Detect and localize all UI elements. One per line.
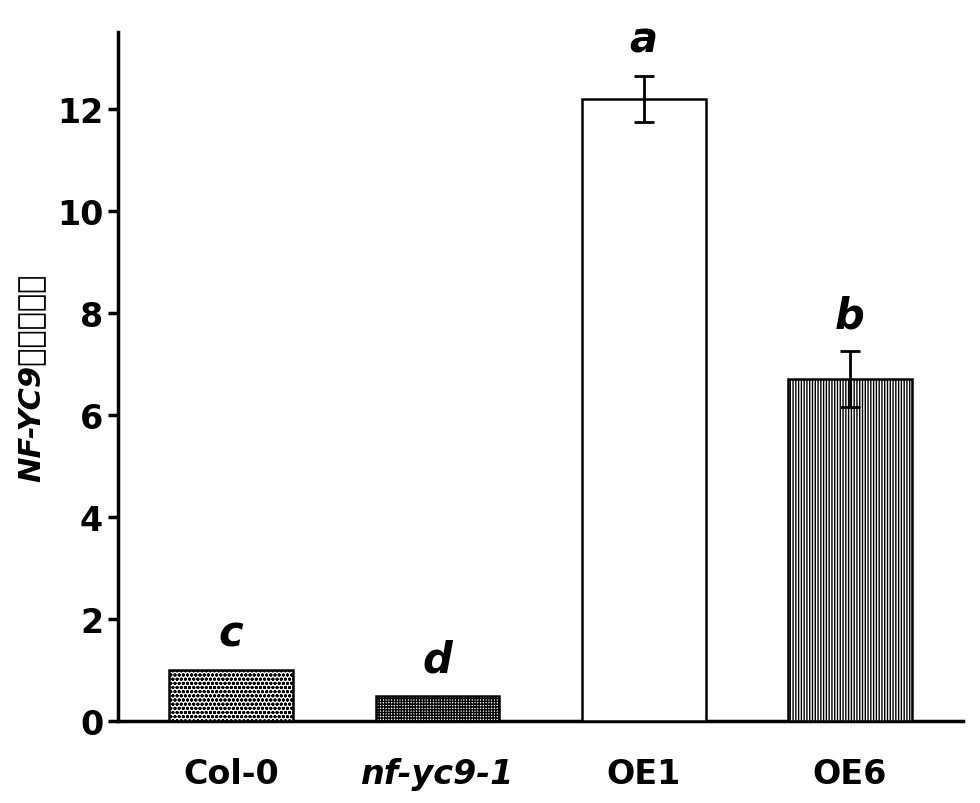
Text: OE1: OE1	[607, 757, 681, 790]
Text: d: d	[422, 638, 453, 681]
Text: b: b	[835, 295, 864, 336]
Bar	[375, 696, 499, 721]
Bar	[170, 671, 293, 721]
Text: Col-0: Col-0	[183, 757, 279, 790]
Bar	[788, 380, 911, 721]
Y-axis label: NF-YC9相对表达量: NF-YC9相对表达量	[17, 273, 46, 482]
Bar	[582, 100, 706, 721]
Text: c: c	[219, 613, 243, 655]
Text: a: a	[629, 19, 658, 62]
Text: nf-yc9-1: nf-yc9-1	[361, 757, 514, 790]
Text: OE6: OE6	[812, 757, 887, 790]
